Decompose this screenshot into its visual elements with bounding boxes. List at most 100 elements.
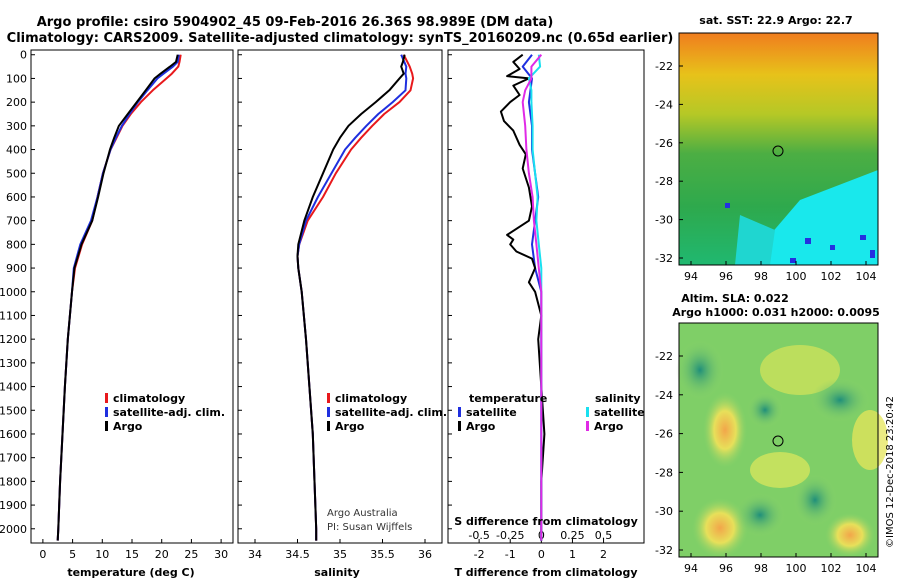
sst-cool-patch-west [735, 215, 775, 265]
x2-tick-label: -0.25 [496, 529, 524, 542]
legend-swatch-satellite [327, 407, 330, 417]
map-y-tick-label: -28 [655, 466, 673, 479]
map-x-tick-label: 98 [754, 270, 768, 283]
depth-tick-label: 0 [20, 49, 27, 62]
x-tick-label: 36 [418, 548, 432, 561]
credit-line-1: Argo Australia [327, 508, 398, 519]
sst-pixel [870, 250, 875, 258]
depth-tick-label: 700 [6, 215, 27, 228]
x-tick-label: 30 [214, 548, 228, 561]
map-axes: -22 -24 -26 -28 -30 -32 94 96 98 100 102 104 -22 -24 -… [655, 60, 876, 575]
x-tick-label: 34 [248, 548, 262, 561]
legend-swatch-climatology [327, 393, 330, 403]
series-line-argo [56, 54, 179, 541]
legend-swatch-s-satellite [586, 407, 589, 417]
map-x-tick-label: 94 [684, 270, 698, 283]
sst-pixel [860, 235, 866, 240]
depth-tick-label: 1800 [0, 475, 27, 488]
sla-high [852, 410, 888, 470]
sla-high [825, 513, 875, 557]
salinity-xlabel: salinity [314, 566, 360, 579]
depth-tick-label: 2000 [0, 523, 27, 536]
map-x-tick-label: 104 [856, 562, 877, 575]
map-x-tick-label: 104 [856, 270, 877, 283]
sla-high [692, 498, 748, 558]
credit-line-2: PI: Susan Wijffels [327, 522, 412, 533]
salinity-panel [237, 49, 443, 544]
x-tick-label: 15 [125, 548, 139, 561]
difference-x2label: S difference from climatology [454, 515, 638, 528]
map-y-tick-label: -30 [655, 214, 673, 227]
map-y-tick-label: -22 [655, 60, 673, 73]
sla-map-frame [678, 322, 879, 558]
map-x-tick-label: 102 [821, 562, 842, 575]
sla-low [735, 493, 785, 537]
legend-title-salinity: salinity [595, 392, 641, 405]
legend-swatch-climatology [105, 393, 108, 403]
difference-panel [447, 49, 645, 544]
legend-title-temperature: temperature [469, 392, 547, 405]
legend-swatch-t-satellite [458, 407, 461, 417]
map-x-tick-label: 94 [684, 562, 698, 575]
series-line-argo [296, 54, 406, 541]
legend-swatch-argo [327, 421, 330, 431]
map-y-tick-label: -28 [655, 175, 673, 188]
map-y-tick-label: -26 [655, 428, 673, 441]
x-tick-label: 25 [184, 548, 198, 561]
depth-tick-label: 1400 [0, 381, 27, 394]
series-line-s-satellite [527, 54, 543, 541]
sla-high [703, 392, 747, 468]
legend-label-t-satellite: satellite [466, 406, 517, 419]
salinity-chart: 34 34.5 35 35.5 36 [248, 54, 432, 561]
sst-pixel [790, 258, 796, 263]
legend-label-satellite: satellite-adj. clim. [335, 406, 447, 419]
profile-location-marker [772, 435, 784, 447]
temperature-chart: 0 5 10 15 20 25 30 [39, 54, 228, 561]
depth-tick-label: 500 [6, 167, 27, 180]
legend-label-s-satellite: satellite [594, 406, 645, 419]
sla-low [676, 340, 724, 400]
sla-high [750, 452, 810, 488]
x-tick-label: 34.5 [285, 548, 310, 561]
map-y-tick-label: -30 [655, 505, 673, 518]
depth-tick-label: 800 [6, 238, 27, 251]
map-y-tick-label: -24 [655, 98, 673, 111]
depth-tick-label: 1300 [0, 357, 27, 370]
map-y-tick-label: -32 [655, 252, 673, 265]
legend-swatch-s-argo [586, 421, 589, 431]
depth-tick-label: 1700 [0, 452, 27, 465]
depth-tick-label: 1200 [0, 333, 27, 346]
sst-map-title: sat. SST: 22.9 Argo: 22.7 [699, 14, 852, 27]
depth-tick-label: 1000 [0, 286, 27, 299]
depth-tick-label: 1100 [0, 309, 27, 322]
legend-label-t-argo: Argo [466, 420, 496, 433]
legend-swatch-t-argo [458, 421, 461, 431]
depth-tick-label: 900 [6, 262, 27, 275]
depth-tick-label: 1900 [0, 499, 27, 512]
sst-pixel [830, 245, 835, 250]
depth-tick-label: 600 [6, 191, 27, 204]
sst-map [678, 32, 879, 266]
x-tick-label: 35.5 [370, 548, 395, 561]
series-line-s-argo [521, 54, 543, 541]
x-tick-label: 20 [155, 548, 169, 561]
x-tick-label: -1 [505, 548, 516, 561]
map-x-tick-label: 98 [754, 562, 768, 575]
depth-tick-label: 300 [6, 120, 27, 133]
x-tick-label: -2 [474, 548, 485, 561]
sst-pixel [725, 203, 730, 208]
legend-label-s-argo: Argo [594, 420, 624, 433]
legend-label-climatology: climatology [335, 392, 407, 405]
sla-low [793, 474, 837, 526]
difference-legend-temperature: temperature satellite Argo [458, 392, 547, 433]
x2-tick-label: 0.5 [595, 529, 613, 542]
sla-low [747, 392, 783, 428]
x2-tick-label: -0.5 [468, 529, 489, 542]
temperature-legend: climatology satellite-adj. clim. Argo [105, 392, 225, 433]
depth-tick-label: 1600 [0, 428, 27, 441]
x-tick-label: 1 [569, 548, 576, 561]
sst-pixel [805, 238, 811, 244]
profile-location-marker [772, 145, 784, 157]
depth-tick-label: 100 [6, 72, 27, 85]
